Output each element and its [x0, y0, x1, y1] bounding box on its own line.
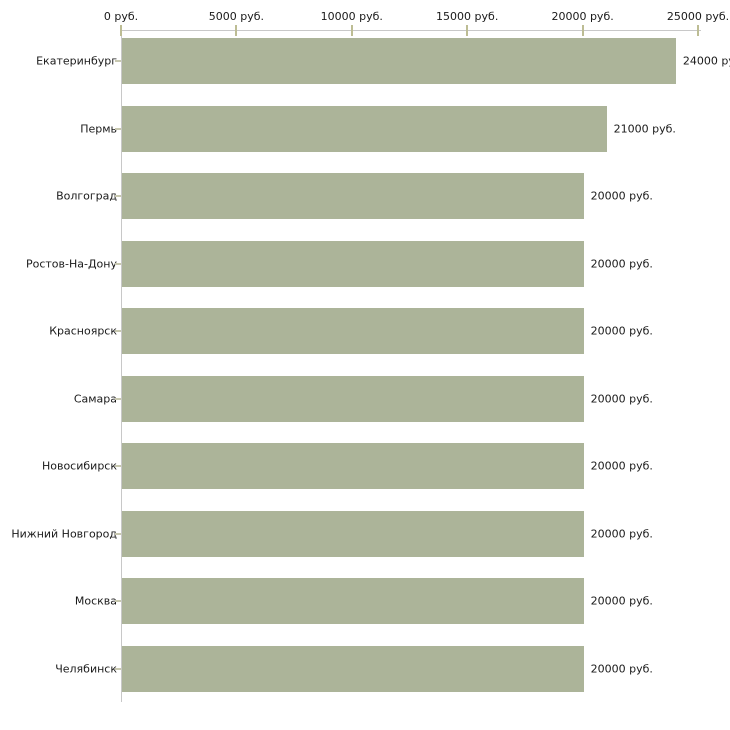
category-tick-mark	[115, 600, 121, 603]
category-tick-mark	[115, 667, 121, 670]
bar	[122, 105, 607, 152]
value-label: 20000 руб.	[590, 392, 653, 406]
category-label: Пермь	[80, 122, 117, 136]
category-tick-mark	[115, 532, 121, 535]
category-label: Нижний Новгород	[11, 527, 117, 541]
value-label: 21000 руб.	[613, 122, 676, 136]
value-label: 20000 руб.	[590, 459, 653, 473]
category-label: Москва	[74, 594, 117, 608]
bar	[122, 645, 584, 692]
category-tick-mark	[115, 127, 121, 130]
category-label: Самара	[73, 392, 117, 406]
category-label: Челябинск	[55, 662, 117, 676]
x-axis-tick-label: 10000 руб.	[320, 10, 383, 23]
category-label: Екатеринбург	[36, 54, 117, 68]
x-axis-tick-label: 25000 руб.	[666, 10, 730, 23]
value-label: 20000 руб.	[590, 594, 653, 608]
category-label: Новосибирск	[41, 459, 117, 473]
bar	[122, 38, 676, 84]
category-label: Волгоград	[56, 189, 117, 203]
x-axis-tick-mark	[697, 25, 699, 36]
x-axis-tick-label: 0 руб.	[103, 10, 139, 23]
x-axis-tick-label: 5000 руб.	[208, 10, 265, 23]
bar	[122, 173, 584, 220]
bar	[122, 443, 584, 490]
x-axis-tick-mark	[466, 25, 469, 36]
category-tick-mark	[115, 465, 121, 468]
bar	[122, 510, 584, 557]
category-label: Ростов-На-Дону	[25, 257, 117, 271]
x-axis-line	[121, 30, 701, 31]
value-label: 20000 руб.	[590, 527, 653, 541]
category-tick-mark	[115, 195, 121, 198]
category-tick-mark	[115, 330, 121, 333]
value-label: 20000 руб.	[590, 324, 653, 338]
x-axis-tick-label: 15000 руб.	[436, 10, 499, 23]
x-axis-tick-mark	[350, 25, 353, 36]
category-tick-mark	[115, 262, 121, 265]
x-axis-tick-mark	[120, 25, 122, 36]
x-axis-tick-mark	[581, 25, 584, 36]
value-label: 20000 руб.	[590, 189, 653, 203]
bar	[122, 240, 584, 287]
x-axis-tick-mark	[235, 25, 238, 36]
value-label: 20000 руб.	[590, 257, 653, 271]
category-tick-mark	[115, 60, 121, 62]
value-label: 24000 руб.	[682, 54, 730, 68]
category-tick-mark	[115, 397, 121, 400]
value-label: 20000 руб.	[590, 662, 653, 676]
bar	[122, 375, 584, 422]
y-axis-line	[121, 30, 122, 702]
category-label: Красноярск	[49, 324, 117, 338]
bar	[122, 578, 584, 625]
x-axis-tick-label: 20000 руб.	[551, 10, 614, 23]
bar	[122, 308, 584, 355]
